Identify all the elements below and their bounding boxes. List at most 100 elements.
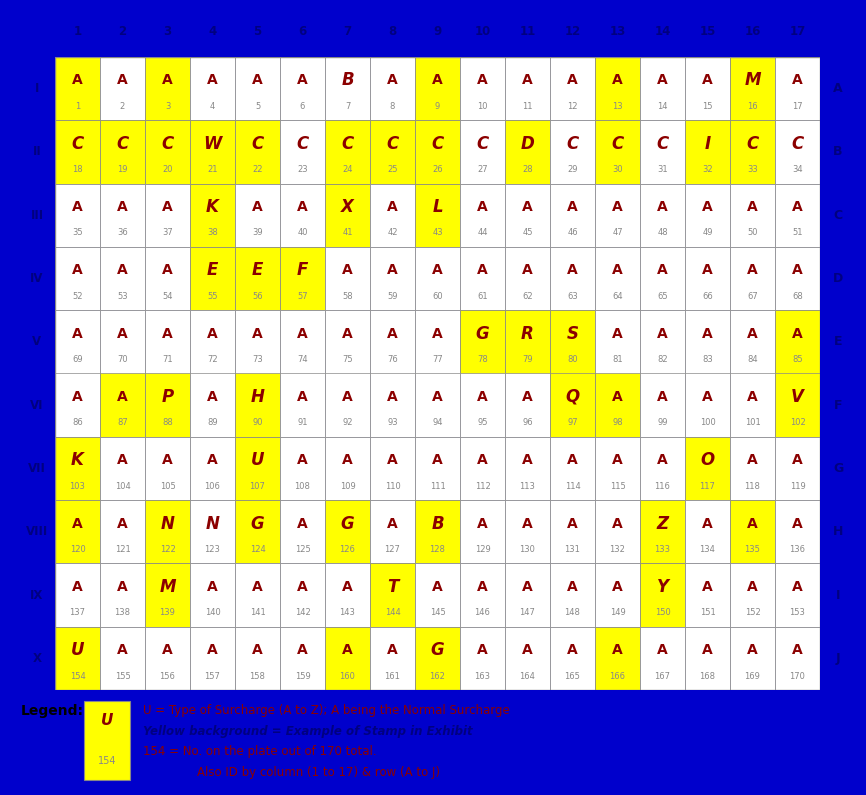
Text: A: A <box>522 453 533 467</box>
Bar <box>415 436 460 500</box>
Bar <box>775 626 820 690</box>
Text: 81: 81 <box>612 355 623 364</box>
Bar <box>100 374 145 436</box>
Text: 77: 77 <box>432 355 443 364</box>
Text: C: C <box>656 134 669 153</box>
Text: 160: 160 <box>339 672 355 681</box>
Text: A: A <box>657 263 668 277</box>
Bar <box>145 247 190 310</box>
Text: 30: 30 <box>612 165 623 174</box>
Text: A: A <box>72 517 83 530</box>
Text: 154: 154 <box>69 672 86 681</box>
Text: A: A <box>792 580 803 594</box>
Text: 21: 21 <box>207 165 217 174</box>
Text: V: V <box>791 388 804 406</box>
Text: F: F <box>297 262 308 279</box>
Bar <box>415 57 460 120</box>
Text: A: A <box>342 263 352 277</box>
Text: VIII: VIII <box>26 525 48 538</box>
Text: A: A <box>477 580 488 594</box>
Text: A: A <box>72 390 83 404</box>
Text: A: A <box>612 200 623 214</box>
Text: 120: 120 <box>69 545 86 554</box>
Text: A: A <box>162 73 173 87</box>
Text: III: III <box>30 209 43 222</box>
Text: 39: 39 <box>252 228 262 238</box>
Text: 23: 23 <box>297 165 307 174</box>
Text: 15: 15 <box>702 102 713 111</box>
Bar <box>190 184 235 247</box>
Text: 34: 34 <box>792 165 803 174</box>
Text: A: A <box>252 327 263 340</box>
Text: 148: 148 <box>565 608 580 617</box>
Text: 38: 38 <box>207 228 218 238</box>
Text: A: A <box>792 73 803 87</box>
Bar <box>325 184 370 247</box>
Text: 123: 123 <box>204 545 221 554</box>
Bar <box>550 120 595 184</box>
Bar <box>190 247 235 310</box>
Text: H: H <box>250 388 264 406</box>
Text: 60: 60 <box>432 292 443 301</box>
Text: Y: Y <box>656 578 669 595</box>
Bar <box>370 57 415 120</box>
Bar <box>685 436 730 500</box>
Text: 78: 78 <box>477 355 488 364</box>
Text: 89: 89 <box>207 418 218 428</box>
Text: 22: 22 <box>252 165 262 174</box>
Text: A: A <box>162 200 173 214</box>
Text: 105: 105 <box>159 482 176 491</box>
Text: 112: 112 <box>475 482 490 491</box>
Text: 86: 86 <box>72 418 83 428</box>
Text: 7: 7 <box>344 25 352 38</box>
Text: 156: 156 <box>159 672 176 681</box>
Text: 82: 82 <box>657 355 668 364</box>
Bar <box>775 564 820 626</box>
Text: A: A <box>792 327 803 340</box>
Text: A: A <box>72 580 83 594</box>
Text: A: A <box>387 390 397 404</box>
Text: A: A <box>342 390 352 404</box>
Text: A: A <box>477 263 488 277</box>
Bar <box>685 120 730 184</box>
Text: 65: 65 <box>657 292 668 301</box>
Bar <box>415 184 460 247</box>
Text: A: A <box>297 643 308 657</box>
Text: 84: 84 <box>747 355 758 364</box>
Text: E: E <box>252 262 263 279</box>
Text: II: II <box>33 145 42 158</box>
Text: N: N <box>160 514 174 533</box>
Text: A: A <box>612 73 623 87</box>
Text: 70: 70 <box>117 355 128 364</box>
Text: 119: 119 <box>790 482 805 491</box>
Bar <box>325 57 370 120</box>
Text: G: G <box>430 641 444 659</box>
Text: A: A <box>297 327 308 340</box>
Text: 109: 109 <box>339 482 355 491</box>
Text: B: B <box>341 72 354 89</box>
Text: A: A <box>72 263 83 277</box>
Text: 166: 166 <box>610 672 625 681</box>
Text: 3: 3 <box>164 25 171 38</box>
Text: 14: 14 <box>657 102 668 111</box>
Text: 96: 96 <box>522 418 533 428</box>
Bar <box>460 120 505 184</box>
Bar <box>325 626 370 690</box>
Bar <box>370 500 415 564</box>
Bar <box>280 57 325 120</box>
Bar <box>370 436 415 500</box>
Bar <box>100 500 145 564</box>
Text: 53: 53 <box>117 292 128 301</box>
Text: 129: 129 <box>475 545 490 554</box>
Text: 63: 63 <box>567 292 578 301</box>
Text: 25: 25 <box>387 165 397 174</box>
Bar <box>775 57 820 120</box>
Bar <box>505 436 550 500</box>
Bar <box>145 374 190 436</box>
Text: A: A <box>297 73 308 87</box>
Bar <box>550 436 595 500</box>
Text: A: A <box>747 200 758 214</box>
Text: 111: 111 <box>430 482 445 491</box>
Text: 114: 114 <box>565 482 580 491</box>
Bar <box>595 436 640 500</box>
